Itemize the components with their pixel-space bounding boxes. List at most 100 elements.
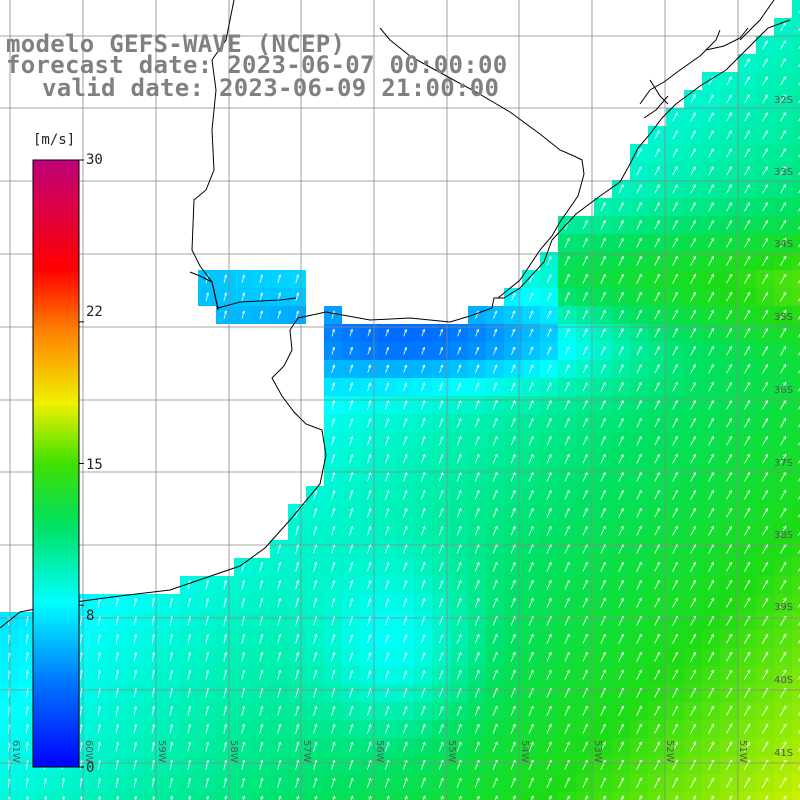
wind-cell bbox=[792, 108, 800, 126]
lat-label: 33S bbox=[774, 167, 794, 178]
wind-cell bbox=[792, 486, 800, 504]
wind-cell bbox=[792, 396, 800, 414]
wind-cell bbox=[72, 792, 90, 800]
wind-cell bbox=[342, 792, 360, 800]
wind-cell bbox=[630, 792, 648, 800]
wind-cell bbox=[792, 576, 800, 594]
wind-cell bbox=[108, 792, 126, 800]
wind-cell bbox=[738, 792, 756, 800]
wind-cell bbox=[396, 792, 414, 800]
colorbar-tick-30: 30 bbox=[86, 152, 103, 168]
wind-cell bbox=[180, 792, 198, 800]
wind-cell bbox=[198, 792, 216, 800]
wind-cell bbox=[792, 126, 800, 144]
wind-cell bbox=[594, 792, 612, 800]
wind-cell bbox=[792, 360, 800, 378]
wind-cell bbox=[792, 792, 800, 800]
wind-cell bbox=[648, 792, 666, 800]
wind-cell bbox=[792, 180, 800, 198]
lon-label: 59W bbox=[156, 740, 167, 763]
wind-cell bbox=[252, 792, 270, 800]
wind-cell bbox=[234, 792, 252, 800]
wind-cell bbox=[792, 162, 800, 180]
wind-cell bbox=[792, 414, 800, 432]
wind-cell bbox=[792, 36, 800, 54]
colorbar-tick-8: 8 bbox=[86, 608, 95, 624]
wind-cell bbox=[288, 792, 306, 800]
wind-cell bbox=[792, 0, 800, 18]
wind-cell bbox=[792, 54, 800, 72]
wind-cell bbox=[612, 792, 630, 800]
colorbar-tick-15: 15 bbox=[86, 457, 103, 473]
wind-cell bbox=[792, 774, 800, 792]
wind-cell bbox=[792, 288, 800, 306]
wind-cell bbox=[792, 306, 800, 324]
wind-cell bbox=[558, 792, 576, 800]
lon-label: 54W bbox=[519, 740, 530, 763]
lat-label: 36S bbox=[774, 385, 794, 396]
wind-cell bbox=[792, 612, 800, 630]
wind-cell bbox=[144, 792, 162, 800]
wind-cell bbox=[792, 720, 800, 738]
wind-cell bbox=[666, 792, 684, 800]
wind-cell bbox=[756, 792, 774, 800]
lat-label: 32S bbox=[774, 95, 794, 106]
wind-cell bbox=[792, 378, 800, 396]
wind-cell bbox=[792, 468, 800, 486]
lon-label: 52W bbox=[664, 740, 675, 763]
wind-cell bbox=[792, 234, 800, 252]
colorbar bbox=[32, 159, 80, 768]
lon-label: 51W bbox=[737, 740, 748, 763]
lon-label: 61W bbox=[10, 740, 21, 763]
lon-label: 58W bbox=[228, 740, 239, 763]
wind-cell bbox=[792, 144, 800, 162]
colorbar-tick-0: 0 bbox=[86, 760, 95, 776]
wind-cell bbox=[792, 72, 800, 90]
wind-cell bbox=[126, 792, 144, 800]
wind-cell bbox=[540, 792, 558, 800]
wind-cell bbox=[792, 702, 800, 720]
wind-cell bbox=[378, 792, 396, 800]
lon-label: 60W bbox=[83, 740, 94, 763]
wind-cell bbox=[792, 630, 800, 648]
lon-label: 53W bbox=[592, 740, 603, 763]
wind-cell bbox=[792, 540, 800, 558]
lon-label: 56W bbox=[374, 740, 385, 763]
lat-label: 37S bbox=[774, 458, 794, 469]
wind-cell bbox=[720, 792, 738, 800]
wind-cell bbox=[576, 792, 594, 800]
wind-cell bbox=[792, 432, 800, 450]
wind-cell bbox=[792, 756, 800, 774]
colorbar-tick-22: 22 bbox=[86, 304, 103, 320]
lat-label: 34S bbox=[774, 239, 794, 250]
wind-cell bbox=[792, 252, 800, 270]
wind-cell bbox=[414, 792, 432, 800]
wind-cell bbox=[486, 792, 504, 800]
wind-cell bbox=[306, 792, 324, 800]
wind-cell bbox=[792, 450, 800, 468]
wind-cell bbox=[792, 522, 800, 540]
wind-cell bbox=[360, 792, 378, 800]
colorbar-unit: [m/s] bbox=[33, 132, 76, 148]
wind-cell bbox=[792, 666, 800, 684]
wind-cell bbox=[468, 792, 486, 800]
lat-label: 40S bbox=[774, 675, 794, 686]
wind-cell bbox=[522, 792, 540, 800]
wind-cell bbox=[270, 792, 288, 800]
wind-cell bbox=[792, 198, 800, 216]
wind-cell bbox=[216, 792, 234, 800]
wind-cell bbox=[774, 792, 792, 800]
wind-cell bbox=[702, 792, 720, 800]
wind-cell bbox=[792, 18, 800, 36]
lat-label: 38S bbox=[774, 530, 794, 541]
lat-label: 39S bbox=[774, 602, 794, 613]
wind-cell bbox=[792, 216, 800, 234]
wind-cell bbox=[792, 90, 800, 108]
wind-cell bbox=[324, 792, 342, 800]
wind-cell bbox=[792, 684, 800, 702]
wind-cell bbox=[792, 504, 800, 522]
lat-label: 41S bbox=[774, 748, 794, 759]
wind-cell bbox=[792, 270, 800, 288]
lon-label: 57W bbox=[301, 740, 312, 763]
